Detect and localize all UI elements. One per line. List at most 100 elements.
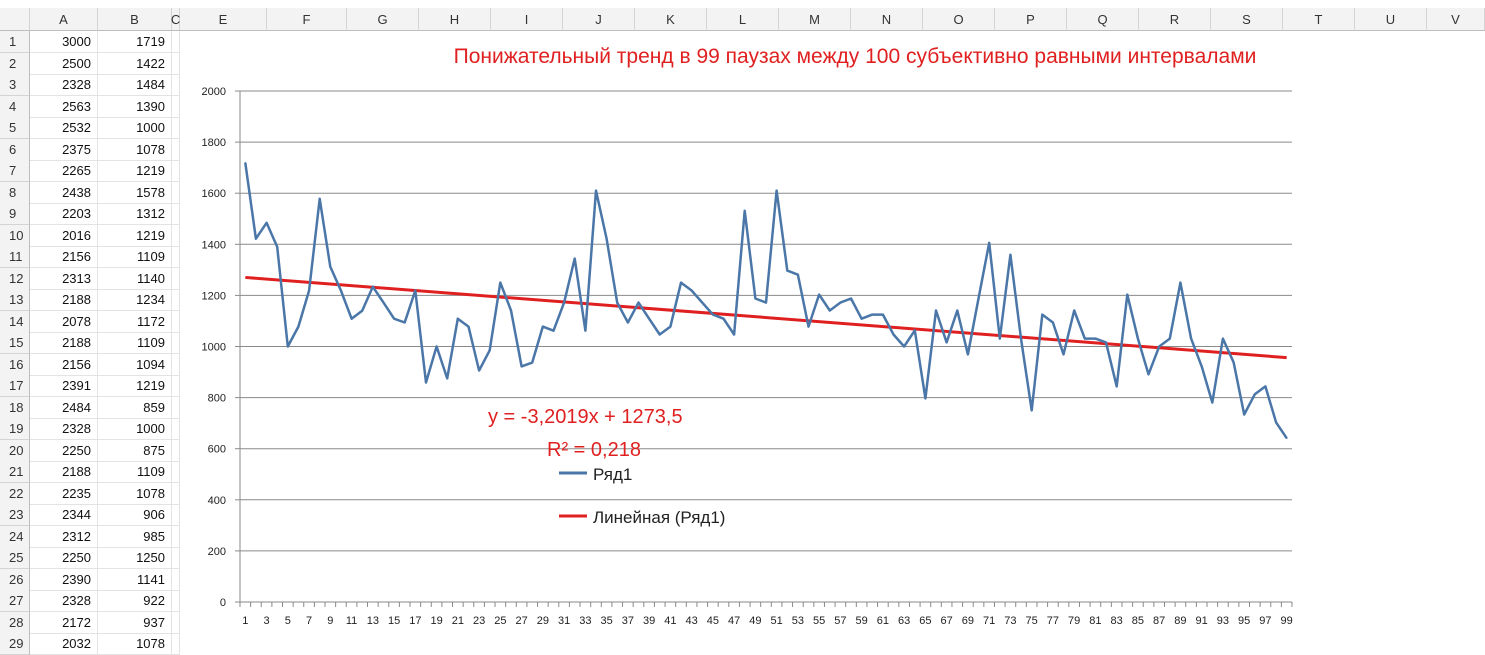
cell-c[interactable] <box>172 74 180 96</box>
cell-a[interactable]: 2328 <box>30 590 98 612</box>
cell-a[interactable]: 2188 <box>30 289 98 311</box>
cell-a[interactable]: 2375 <box>30 138 98 161</box>
row-header[interactable]: 12 <box>0 267 30 290</box>
column-header[interactable]: F <box>267 8 347 31</box>
column-header[interactable]: R <box>1139 8 1211 31</box>
cell-a[interactable]: 2328 <box>30 74 98 96</box>
cell-a[interactable]: 2390 <box>30 568 98 591</box>
cell-a[interactable]: 2156 <box>30 353 98 376</box>
cell-b[interactable]: 1719 <box>98 31 172 53</box>
cell-a[interactable]: 2156 <box>30 246 98 268</box>
column-header[interactable]: V <box>1427 8 1485 31</box>
cell-c[interactable] <box>172 590 180 612</box>
cell-a[interactable]: 2250 <box>30 547 98 569</box>
cell-c[interactable] <box>172 332 180 354</box>
cell-a[interactable]: 2188 <box>30 332 98 354</box>
row-header[interactable]: 27 <box>0 590 30 612</box>
select-all-corner[interactable] <box>0 8 30 31</box>
row-header[interactable]: 28 <box>0 611 30 634</box>
cell-c[interactable] <box>172 138 180 161</box>
cell-c[interactable] <box>172 568 180 591</box>
cell-c[interactable] <box>172 310 180 333</box>
cell-c[interactable] <box>172 418 180 440</box>
cell-c[interactable] <box>172 117 180 139</box>
cell-c[interactable] <box>172 439 180 462</box>
row-header[interactable]: 21 <box>0 461 30 483</box>
column-header[interactable]: O <box>923 8 995 31</box>
cell-b[interactable]: 1141 <box>98 568 172 591</box>
column-header[interactable]: S <box>1211 8 1283 31</box>
column-header[interactable]: G <box>347 8 419 31</box>
row-header[interactable]: 23 <box>0 504 30 526</box>
column-header[interactable]: Q <box>1067 8 1139 31</box>
cell-a[interactable]: 2203 <box>30 203 98 225</box>
cell-b[interactable]: 1172 <box>98 310 172 333</box>
cell-c[interactable] <box>172 353 180 376</box>
cell-a[interactable]: 2391 <box>30 375 98 397</box>
cell-a[interactable]: 2032 <box>30 633 98 655</box>
cell-a[interactable]: 2532 <box>30 117 98 139</box>
cell-c[interactable] <box>172 246 180 268</box>
cell-b[interactable]: 906 <box>98 504 172 526</box>
chart-area[interactable]: Понижательный тренд в 99 паузах между 10… <box>180 31 1485 640</box>
row-header[interactable]: 4 <box>0 95 30 118</box>
cell-c[interactable] <box>172 52 180 75</box>
column-header[interactable]: P <box>995 8 1067 31</box>
cell-a[interactable]: 2328 <box>30 418 98 440</box>
column-header[interactable]: E <box>180 8 267 31</box>
row-header[interactable]: 7 <box>0 160 30 182</box>
cell-b[interactable]: 1312 <box>98 203 172 225</box>
cell-b[interactable]: 1484 <box>98 74 172 96</box>
cell-b[interactable]: 922 <box>98 590 172 612</box>
row-header[interactable]: 8 <box>0 181 30 204</box>
cell-b[interactable]: 1109 <box>98 246 172 268</box>
cell-c[interactable] <box>172 203 180 225</box>
cell-a[interactable]: 2016 <box>30 224 98 247</box>
column-header[interactable]: T <box>1283 8 1355 31</box>
row-header[interactable]: 11 <box>0 246 30 268</box>
cell-b[interactable]: 875 <box>98 439 172 462</box>
cell-c[interactable] <box>172 160 180 182</box>
cell-b[interactable]: 1219 <box>98 224 172 247</box>
cell-b[interactable]: 1578 <box>98 181 172 204</box>
cell-b[interactable]: 1234 <box>98 289 172 311</box>
cell-b[interactable]: 1140 <box>98 267 172 290</box>
column-header[interactable]: B <box>98 8 172 31</box>
cell-b[interactable]: 1219 <box>98 160 172 182</box>
cell-b[interactable]: 1219 <box>98 375 172 397</box>
row-header[interactable]: 10 <box>0 224 30 247</box>
cell-c[interactable] <box>172 289 180 311</box>
cell-b[interactable]: 1109 <box>98 332 172 354</box>
row-header[interactable]: 14 <box>0 310 30 333</box>
cell-c[interactable] <box>172 504 180 526</box>
cell-a[interactable]: 2235 <box>30 482 98 505</box>
column-header[interactable]: K <box>635 8 707 31</box>
cell-a[interactable]: 2312 <box>30 525 98 548</box>
row-header[interactable]: 13 <box>0 289 30 311</box>
cell-c[interactable] <box>172 95 180 118</box>
cell-a[interactable]: 2265 <box>30 160 98 182</box>
row-header[interactable]: 20 <box>0 439 30 462</box>
cell-b[interactable]: 1094 <box>98 353 172 376</box>
row-header[interactable]: 17 <box>0 375 30 397</box>
cell-a[interactable]: 2078 <box>30 310 98 333</box>
cell-b[interactable]: 1078 <box>98 138 172 161</box>
row-header[interactable]: 5 <box>0 117 30 139</box>
cell-c[interactable] <box>172 396 180 419</box>
cell-c[interactable] <box>172 547 180 569</box>
cell-a[interactable]: 3000 <box>30 31 98 53</box>
cell-a[interactable]: 2313 <box>30 267 98 290</box>
cell-a[interactable]: 2484 <box>30 396 98 419</box>
cell-b[interactable]: 1422 <box>98 52 172 75</box>
row-header[interactable]: 22 <box>0 482 30 505</box>
cell-a[interactable]: 2344 <box>30 504 98 526</box>
cell-a[interactable]: 2188 <box>30 461 98 483</box>
cell-a[interactable]: 2250 <box>30 439 98 462</box>
cell-b[interactable]: 1000 <box>98 418 172 440</box>
row-header[interactable]: 24 <box>0 525 30 548</box>
column-header[interactable]: U <box>1355 8 1427 31</box>
column-header[interactable]: L <box>707 8 779 31</box>
cell-c[interactable] <box>172 482 180 505</box>
column-header[interactable]: C <box>171 8 180 31</box>
row-header[interactable]: 29 <box>0 633 30 655</box>
